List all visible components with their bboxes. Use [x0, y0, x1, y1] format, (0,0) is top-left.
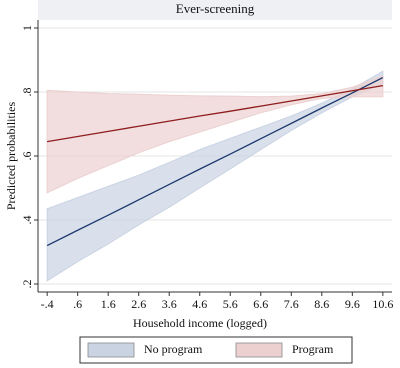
y-tick-label: .2: [20, 280, 34, 289]
x-tick-label: 5.6: [223, 297, 238, 311]
y-axis-label: Predicted probabilities: [4, 102, 18, 211]
legend-label: Program: [292, 342, 334, 356]
chart-title: Ever-screening: [176, 1, 255, 16]
x-tick-label: 4.6: [192, 297, 207, 311]
y-tick-label: .6: [20, 152, 34, 161]
x-tick-label: .6: [73, 297, 82, 311]
x-axis-label: Household income (logged): [133, 316, 267, 330]
legend-label: No program: [144, 342, 203, 356]
legend-swatch: [235, 342, 283, 358]
series-line: [47, 84, 383, 143]
x-tick-label: 7.6: [284, 297, 299, 311]
y-tick-label: .4: [20, 216, 34, 225]
legend-swatch: [87, 342, 135, 358]
x-tick-label: 2.6: [131, 297, 146, 311]
series-line: [46, 77, 384, 247]
x-tick-label: 3.6: [162, 297, 177, 311]
x-tick-label: 1.6: [101, 297, 116, 311]
x-tick-label: 9.6: [345, 297, 360, 311]
x-tick-label: 10.6: [372, 297, 393, 311]
title-band: [38, 0, 392, 20]
x-tick-label: -.4: [41, 297, 54, 311]
confidence-band: [46, 75, 384, 194]
x-tick-label: 8.6: [314, 297, 329, 311]
y-tick-label: .8: [20, 88, 34, 97]
legend-box: [79, 336, 353, 364]
x-tick-label: 6.6: [253, 297, 268, 311]
y-tick-label: 1: [20, 25, 34, 31]
